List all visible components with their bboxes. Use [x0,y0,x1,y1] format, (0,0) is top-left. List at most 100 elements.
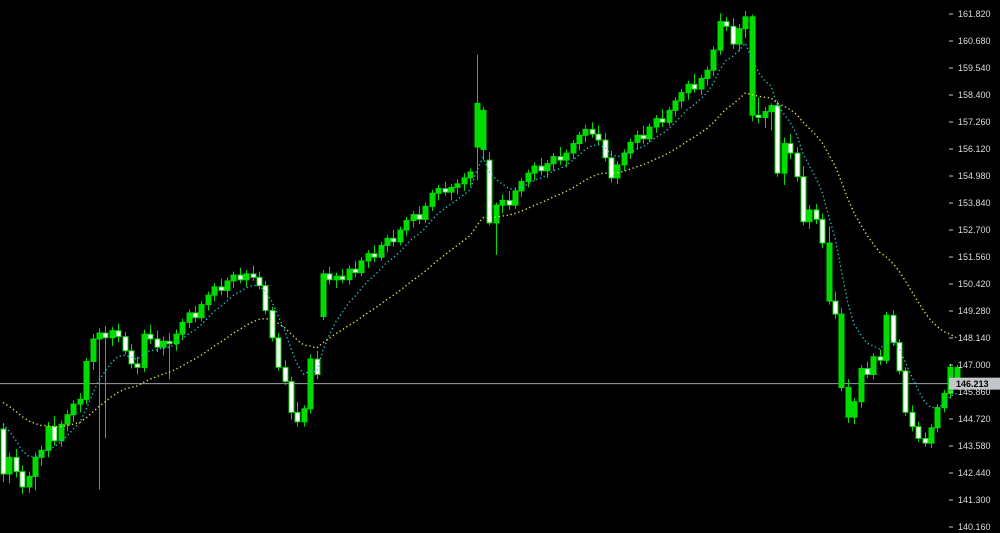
candle [749,14,756,122]
candle [557,147,564,165]
candle [506,190,513,210]
candle [896,338,903,375]
price-axis-label: 140.160 [958,522,991,532]
candle [864,361,871,379]
candle [512,187,519,209]
candle [243,270,250,287]
candle [58,420,65,447]
candle [403,216,410,236]
candle [102,325,109,439]
price-axis-label: 160.680 [958,36,991,46]
candle [755,97,762,124]
candle [858,365,865,408]
candle [109,327,116,347]
candle [922,432,929,447]
candle [781,137,788,186]
candle [634,130,641,150]
candle [410,211,417,228]
candle [339,269,346,284]
candle [26,471,33,493]
candle [454,179,461,195]
candle [45,421,52,458]
current-price-value: 146.213 [956,379,989,389]
candle [0,423,7,483]
candle [51,415,58,446]
candle [211,283,218,302]
candle [6,452,13,484]
candle [646,123,653,143]
price-axis-label: 156.120 [958,144,991,154]
candle [141,329,148,373]
candle [570,140,577,159]
candle [518,177,525,197]
candle [934,404,941,433]
candle [723,16,730,32]
candle [698,74,705,96]
candle [474,54,481,181]
candle [672,97,679,117]
candle [576,131,583,151]
candle [390,230,397,247]
candle [218,278,225,296]
candle [538,157,545,176]
candle [250,265,257,281]
candle [224,277,231,298]
candle [608,150,615,183]
candle [358,257,365,277]
candle [230,271,237,289]
candle [717,13,724,55]
candle [160,336,167,356]
candle [192,305,199,323]
candle [909,405,916,432]
price-axis-label: 141.300 [958,495,991,505]
candle [838,308,845,392]
price-axis-label: 144.720 [958,414,991,424]
price-axis-label: 161.820 [958,9,991,19]
candle [736,23,743,52]
candle [806,205,813,229]
candlesticks [0,10,961,495]
candle [122,331,129,355]
candle [371,245,378,262]
candle [467,168,474,187]
candle [883,311,890,364]
candle [269,306,276,342]
candle [902,367,909,416]
candle [333,272,340,289]
ma-fast-line [2,41,957,458]
candle [435,185,442,201]
candle [666,106,673,126]
candle [659,109,666,127]
candle [870,353,877,380]
candle [813,203,820,225]
candle [832,291,839,319]
candle [794,147,801,182]
candle [83,357,90,405]
candle [704,66,711,86]
candle [320,270,327,321]
price-axis-label: 149.280 [958,306,991,316]
candle [710,46,717,77]
candle [429,189,436,212]
candle [198,301,205,322]
candle [70,400,77,422]
price-axis-label: 147.000 [958,360,991,370]
candle [787,134,794,159]
candle [550,153,557,171]
candle [774,100,781,177]
candle [928,424,935,448]
candle [147,324,154,344]
price-axis-label: 154.980 [958,171,991,181]
candle [154,330,161,352]
candle [294,401,301,427]
candle [890,310,897,347]
candle [186,309,193,329]
price-axis-label: 153.840 [958,198,991,208]
candle [32,452,39,491]
candle [678,89,685,109]
candle [397,226,404,246]
price-axis[interactable]: 161.820 160.680 159.540 158.400 157.260 156.1… [949,9,991,532]
candle [877,349,884,366]
candle [365,250,372,268]
